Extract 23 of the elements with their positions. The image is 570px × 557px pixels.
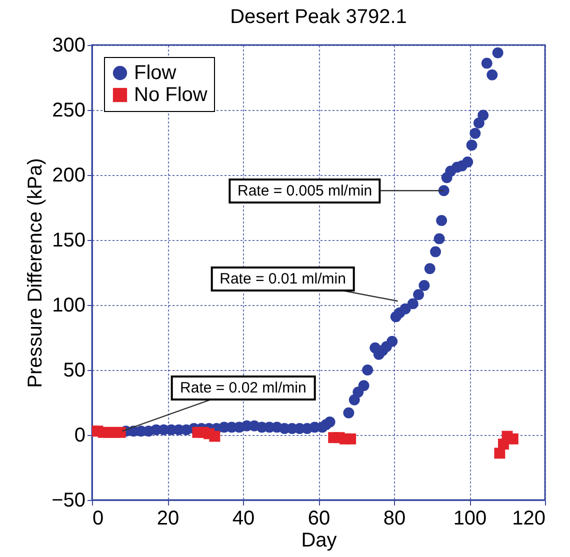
legend-label: Flow bbox=[134, 62, 177, 84]
y-tick-label: 300 bbox=[52, 34, 86, 56]
x-tick-label: 60 bbox=[308, 508, 330, 530]
x-tick-label: 80 bbox=[383, 508, 406, 530]
x-tick-label: 20 bbox=[156, 508, 180, 530]
y-tick-label: −50 bbox=[52, 490, 86, 512]
x-tick-label: 0 bbox=[92, 508, 104, 530]
annotation: Rate = 0.01 ml/min bbox=[210, 266, 355, 292]
annotation: Rate = 0.005 ml/min bbox=[228, 178, 382, 204]
chart-title: Desert Peak 3792.1 bbox=[230, 6, 407, 28]
legend-label: No Flow bbox=[134, 84, 208, 106]
y-axis-title: Pressure Difference (kPa) bbox=[24, 158, 47, 388]
x-tick-label: 120 bbox=[512, 508, 546, 530]
y-tick-label: 250 bbox=[52, 100, 86, 122]
y-tick-label: 50 bbox=[63, 360, 86, 382]
x-tick-label: 40 bbox=[232, 508, 255, 530]
y-tick-label: 0 bbox=[74, 424, 86, 446]
y-tick-label: 150 bbox=[52, 230, 86, 252]
y-tick-label: 100 bbox=[52, 294, 86, 316]
x-tick-label: 100 bbox=[453, 508, 487, 530]
x-axis-title: Day bbox=[301, 530, 337, 552]
annotation: Rate = 0.02 ml/min bbox=[171, 376, 316, 401]
y-tick-label: 200 bbox=[52, 164, 86, 186]
